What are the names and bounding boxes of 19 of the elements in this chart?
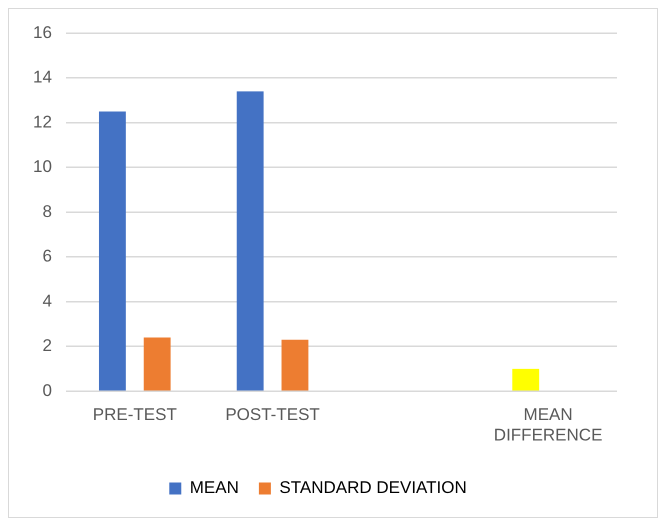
y-tick-label: 12 <box>32 112 52 132</box>
y-tick-label: 8 <box>42 202 52 221</box>
y-tick-label: 0 <box>42 380 52 400</box>
y-tick-label: 10 <box>32 157 52 176</box>
bar <box>98 112 126 390</box>
y-tick-label: 16 <box>32 22 52 42</box>
y-tick-label: 2 <box>42 336 52 356</box>
x-tick-label: MEAN DIFFERENCE <box>494 405 602 444</box>
legend-label: STANDARD DEVIATION <box>279 478 467 498</box>
legend-label: MEAN <box>190 478 239 498</box>
y-tick-label: 6 <box>42 246 52 266</box>
bar <box>144 338 171 390</box>
y-tick-label: 4 <box>42 291 52 310</box>
bar <box>282 340 308 390</box>
y-tick-label: 14 <box>32 68 52 87</box>
bar <box>236 91 264 390</box>
x-tick-label: PRE-TEST <box>92 405 177 424</box>
x-tick-label: POST-TEST <box>225 405 320 424</box>
bar <box>512 368 540 390</box>
